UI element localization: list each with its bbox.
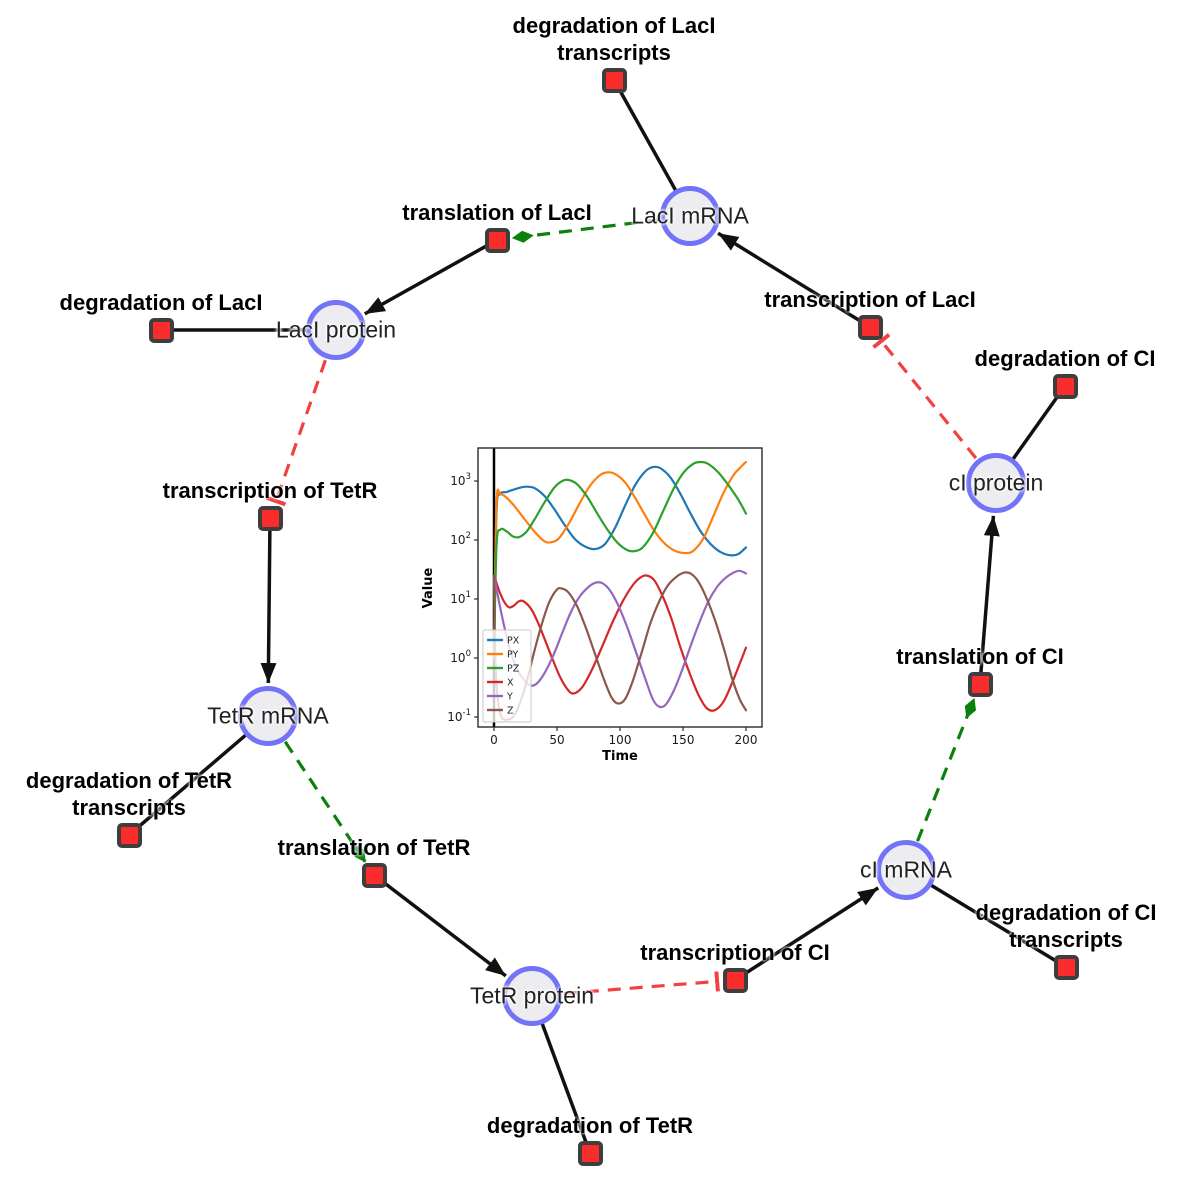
- reaction-node-transcription-of-ci: [722, 967, 748, 993]
- x-tick-label: 0: [490, 733, 498, 747]
- reaction-node-degradation-of-ci: [1052, 373, 1078, 399]
- reaction-node-degradation-of-ci-transcripts: [1053, 954, 1079, 980]
- production-edge-transcription-of-tetr-to-tetr-mrna: [260, 517, 277, 684]
- reaction-label-translation-of-tetr: translation of TetR: [278, 834, 471, 861]
- x-tick-label: 200: [735, 733, 758, 747]
- production-edge-translation-of-laci-to-laci-protein: [363, 238, 498, 316]
- y-axis-label: Value: [421, 567, 436, 608]
- legend-label-PZ: PZ: [507, 664, 520, 675]
- reaction-node-degradation-of-tetr: [577, 1140, 603, 1166]
- species-node-tetr-mrna: [238, 686, 298, 746]
- y-tick-label: 101: [450, 590, 471, 606]
- reaction-label-line: degradation of LacI: [59, 290, 263, 315]
- reaction-label-line: translation of TetR: [277, 835, 471, 860]
- production-edge-translation-of-ci-to-ci-protein: [978, 515, 1000, 685]
- reaction-node-degradation-of-laci-transcripts: [601, 67, 627, 93]
- x-tick-label: 150: [672, 733, 695, 747]
- reaction-node-transcription-of-laci: [857, 314, 883, 340]
- reaction-label-degradation-of-ci: degradation of CI: [975, 345, 1156, 372]
- y-tick-label: 102: [450, 531, 471, 547]
- series-line-PZ: [492, 460, 748, 660]
- species-label-tetr-protein: TetR protein: [469, 982, 595, 1009]
- y-tick-label: 100: [450, 649, 471, 665]
- reaction-node-degradation-of-tetr-transcripts: [116, 822, 142, 848]
- reaction-label-degradation-of-laci-transcripts: degradation of LacI transcripts: [513, 12, 716, 66]
- legend-label-PX: PX: [507, 636, 520, 647]
- reaction-label-translation-of-ci: translation of CI: [896, 643, 1063, 670]
- species-node-ci-protein: [966, 453, 1026, 513]
- reaction-label-line: degradation of TetR: [486, 1113, 694, 1138]
- reaction-node-translation-of-laci: [484, 227, 510, 253]
- species-node-ci-mrna: [876, 840, 936, 900]
- reaction-label-line: transcripts: [557, 40, 671, 65]
- x-tick-label: 100: [609, 733, 632, 747]
- reaction-label-line: transcripts: [72, 795, 186, 820]
- reaction-label-degradation-of-laci: degradation of LacI: [60, 289, 263, 316]
- reaction-node-degradation-of-laci: [148, 317, 174, 343]
- production-edge-transcription-of-ci-to-ci-mrna: [734, 886, 880, 982]
- reaction-label-line: translation of CI: [896, 644, 1064, 669]
- species-label-laci-protein: LacI protein: [275, 316, 397, 343]
- reaction-node-transcription-of-tetr: [257, 505, 283, 531]
- legend-label-Z: Z: [507, 706, 514, 717]
- legend-label-X: X: [507, 678, 514, 689]
- reaction-label-line: degradation of LacI: [512, 13, 716, 38]
- x-tick-label: 50: [549, 733, 564, 747]
- modifier-edge-ci-mrna-to-translation-of-ci: [916, 697, 976, 842]
- species-label-tetr-mrna: TetR mRNA: [207, 702, 329, 729]
- reaction-label-line: transcription of LacI: [764, 287, 976, 312]
- inhibition-edge-ci-protein-to-transcription-of-laci: [872, 333, 978, 460]
- modifier-edge-laci-mrna-to-translation-of-laci: [511, 218, 660, 243]
- inhibition-edge-tetr-protein-to-transcription-of-ci: [563, 971, 720, 996]
- legend-label-Y: Y: [506, 692, 513, 703]
- consumption-edge-ci-mrna-to-degradation-of-ci-transcripts: [905, 868, 1067, 969]
- reaction-label-line: degradation of CI: [974, 346, 1156, 371]
- x-axis-label: Time: [602, 749, 638, 764]
- reaction-node-translation-of-ci: [967, 671, 993, 697]
- inhibition-edge-laci-protein-to-transcription-of-tetr: [265, 359, 327, 507]
- production-edge-translation-of-tetr-to-tetr-protein: [372, 873, 507, 978]
- reaction-label-line: translation of LacI: [402, 200, 592, 225]
- modifier-edge-tetr-mrna-to-translation-of-tetr: [283, 740, 367, 863]
- species-label-ci-mrna: cI mRNA: [860, 856, 952, 883]
- species-node-tetr-protein: [502, 966, 562, 1026]
- reaction-label-transcription-of-laci: transcription of LacI: [764, 286, 975, 313]
- chart-frame: [477, 447, 763, 728]
- reaction-label-line: degradation of CI: [975, 900, 1157, 925]
- reaction-label-line: degradation of TetR: [25, 768, 233, 793]
- reaction-label-translation-of-laci: translation of LacI: [402, 199, 591, 226]
- y-tick-label: 10-1: [447, 708, 471, 724]
- reaction-label-line: transcripts: [1009, 927, 1123, 952]
- series-line-X: [492, 574, 748, 712]
- species-label-laci-mrna: LacI mRNA: [631, 202, 749, 229]
- chart-series-group: [492, 460, 748, 721]
- y-tick-label: 103: [450, 472, 471, 488]
- reaction-label-transcription-of-ci: transcription of CI: [640, 939, 829, 966]
- series-line-PY: [492, 460, 748, 660]
- species-node-laci-protein: [306, 300, 366, 360]
- series-line-PX: [492, 465, 748, 660]
- legend-label-PY: PY: [507, 650, 519, 661]
- reaction-label-line: transcription of CI: [640, 940, 830, 965]
- production-edge-transcription-of-laci-to-laci-mrna: [717, 231, 871, 329]
- species-node-laci-mrna: [660, 186, 720, 246]
- reaction-label-degradation-of-ci-transcripts: degradation of CI transcripts: [976, 899, 1157, 953]
- reaction-node-translation-of-tetr: [361, 862, 387, 888]
- reaction-label-degradation-of-tetr: degradation of TetR: [487, 1112, 693, 1139]
- reaction-label-degradation-of-tetr-transcripts: degradation of TetR transcripts: [26, 767, 232, 821]
- species-label-ci-protein: cI protein: [948, 469, 1044, 496]
